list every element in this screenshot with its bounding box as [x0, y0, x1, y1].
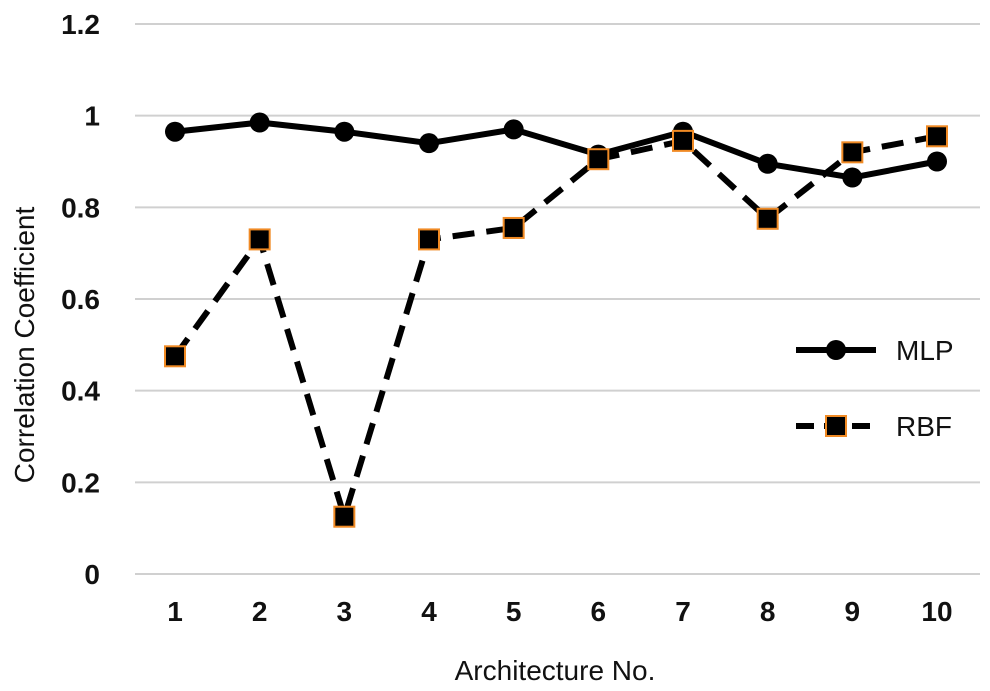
y-axis-title: Correlation Coefficient [9, 207, 40, 484]
legend-marker [826, 340, 846, 360]
y-tick-label: 1 [84, 101, 100, 132]
x-tick-label: 2 [252, 596, 268, 627]
data-point-mlp [503, 119, 524, 140]
legend: MLP RBF [796, 335, 954, 442]
legend-marker [825, 415, 847, 437]
series-line-rbf [172, 133, 938, 520]
legend-label: RBF [896, 411, 952, 442]
y-tick-label: 0.6 [61, 284, 100, 315]
x-tick-label: 4 [421, 596, 437, 627]
data-point-mlp [757, 153, 778, 174]
x-tick-label: 10 [921, 596, 952, 627]
series-layer [164, 112, 948, 528]
x-tick-label: 8 [760, 596, 776, 627]
y-tick-label: 0.4 [61, 376, 100, 407]
series-line-mlp [174, 119, 938, 181]
y-tick-label: 0.2 [61, 467, 100, 498]
data-point-rbf [502, 216, 525, 239]
legend-item-mlp: MLP [796, 335, 954, 366]
y-tick-label: 0.8 [61, 192, 100, 223]
data-point-rbf [587, 148, 610, 171]
data-point-mlp [842, 167, 863, 188]
data-point-rbf [756, 207, 779, 230]
data-point-rbf [672, 129, 694, 152]
x-tick-label: 6 [591, 596, 607, 627]
x-axis-title: Architecture No. [455, 655, 656, 686]
axis-ticks: 0 0.2 0.4 0.6 0.8 1 1.2 1 2 3 4 5 6 7 8 9 10 [61, 9, 953, 627]
data-point-rbf [841, 141, 864, 164]
data-point-rbf [248, 228, 271, 251]
data-point-mlp [419, 133, 439, 154]
x-tick-label: 5 [506, 596, 522, 627]
data-point-mlp [165, 121, 185, 142]
legend-item-rbf: RBF [796, 411, 952, 442]
data-point-rbf [926, 125, 948, 148]
x-tick-label: 7 [675, 596, 691, 627]
data-point-rbf [164, 345, 186, 368]
data-point-mlp [334, 121, 355, 142]
data-point-mlp [927, 151, 947, 172]
series-mlp [165, 112, 947, 188]
x-tick-label: 3 [337, 596, 353, 627]
data-point-rbf [418, 228, 440, 251]
x-tick-label: 1 [167, 596, 183, 627]
data-point-mlp [249, 112, 270, 133]
x-tick-label: 9 [845, 596, 861, 627]
series-rbf [164, 125, 948, 528]
y-tick-label: 0 [84, 559, 100, 590]
data-point-rbf [333, 505, 356, 528]
gridlines [135, 23, 980, 575]
legend-label: MLP [896, 335, 954, 366]
y-tick-label: 1.2 [61, 9, 100, 40]
